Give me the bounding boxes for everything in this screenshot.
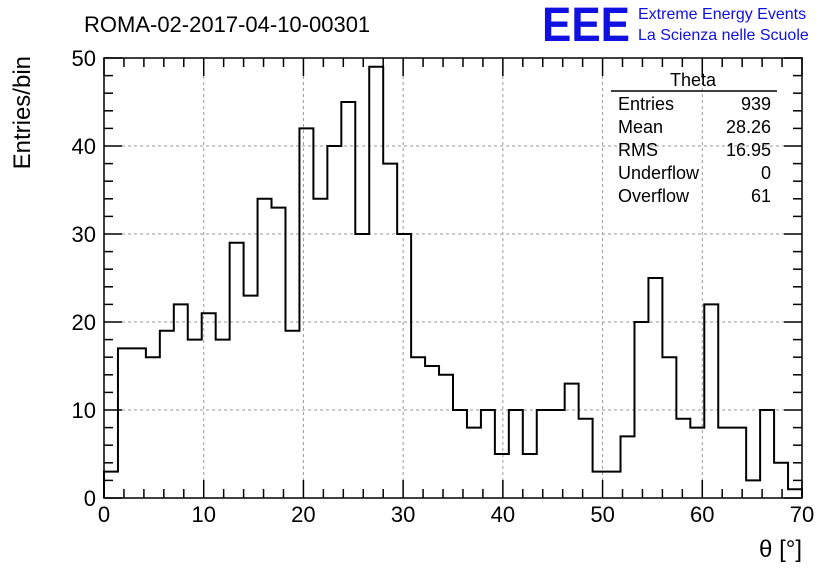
stats-value-mean: 28.26 bbox=[726, 117, 771, 137]
stats-label-rms: RMS bbox=[618, 140, 658, 160]
histogram-bin bbox=[676, 419, 690, 498]
histogram-bin bbox=[565, 384, 579, 498]
y-tick-label: 0 bbox=[84, 486, 96, 511]
histogram-bin bbox=[788, 489, 802, 498]
histogram-bin bbox=[397, 234, 411, 498]
histogram-bin bbox=[523, 454, 537, 498]
histogram-bin bbox=[718, 428, 732, 498]
histogram-bin bbox=[355, 234, 369, 498]
tick-labels: 0 10 20 30 40 50 60 70 0 10 20 30 40 50 bbox=[72, 46, 815, 527]
y-tick-label: 20 bbox=[72, 310, 96, 335]
x-tick-label: 40 bbox=[491, 502, 515, 527]
eee-logo-line2: La Scienza nelle Scuole bbox=[638, 27, 809, 44]
histogram-bin bbox=[104, 472, 118, 498]
histogram-bin bbox=[341, 102, 355, 498]
x-tick-label: 70 bbox=[790, 502, 814, 527]
chart-title: ROMA-02-2017-04-10-00301 bbox=[84, 12, 370, 37]
stats-title: Theta bbox=[670, 70, 717, 90]
stats-value-rms: 16.95 bbox=[726, 140, 771, 160]
histogram-bin bbox=[272, 208, 286, 498]
histogram-bin bbox=[467, 428, 481, 498]
histogram-bin bbox=[285, 331, 299, 498]
x-tick-label: 10 bbox=[191, 502, 215, 527]
histogram-bin bbox=[648, 278, 662, 498]
histogram-bin bbox=[425, 366, 439, 498]
histogram-bin bbox=[495, 454, 509, 498]
stats-value-underflow: 0 bbox=[761, 163, 771, 183]
histogram-bin bbox=[509, 410, 523, 498]
stats-box: Theta Entries 939 Mean 28.26 RMS 16.95 U… bbox=[611, 70, 777, 206]
histogram-bin bbox=[160, 331, 174, 498]
stats-value-entries: 939 bbox=[741, 94, 771, 114]
stats-label-mean: Mean bbox=[618, 117, 663, 137]
histogram-bin bbox=[551, 410, 565, 498]
eee-logo-line1: Extreme Energy Events bbox=[638, 6, 806, 23]
histogram-bin bbox=[732, 428, 746, 498]
histogram-bin bbox=[146, 357, 160, 498]
histogram-bin bbox=[537, 410, 551, 498]
eee-logo: EEE Extreme Energy Events La Scienza nel… bbox=[542, 0, 809, 52]
stats-value-overflow: 61 bbox=[751, 186, 771, 206]
x-tick-label: 0 bbox=[98, 502, 110, 527]
histogram-bin bbox=[774, 463, 788, 498]
x-tick-label: 50 bbox=[590, 502, 614, 527]
histogram-bin bbox=[662, 357, 676, 498]
stats-label-underflow: Underflow bbox=[618, 163, 700, 183]
histogram-bin bbox=[593, 472, 607, 498]
histogram-bin bbox=[579, 419, 593, 498]
histogram-bin bbox=[216, 340, 230, 498]
histogram-bin bbox=[299, 128, 313, 498]
histogram-bin bbox=[258, 199, 272, 498]
histogram-bin bbox=[411, 357, 425, 498]
x-tick-label: 20 bbox=[291, 502, 315, 527]
x-tick-label: 60 bbox=[690, 502, 714, 527]
plot-frame bbox=[103, 57, 803, 499]
histogram-bin bbox=[453, 410, 467, 498]
histogram-bin bbox=[244, 296, 258, 498]
grid-lines bbox=[104, 57, 802, 498]
histogram-bin bbox=[174, 304, 188, 498]
histogram-bars bbox=[103, 65, 803, 498]
y-tick-label: 10 bbox=[72, 398, 96, 423]
x-axis-title: θ [°] bbox=[759, 536, 802, 563]
eee-logo-mark: EEE bbox=[542, 0, 630, 52]
y-tick-label: 50 bbox=[72, 46, 96, 71]
histogram-bin bbox=[746, 480, 760, 498]
histogram-bin bbox=[132, 348, 146, 498]
histogram-bin bbox=[188, 340, 202, 498]
y-tick-label: 30 bbox=[72, 222, 96, 247]
histogram-bin bbox=[369, 67, 383, 498]
y-tick-label: 40 bbox=[72, 134, 96, 159]
stats-label-overflow: Overflow bbox=[618, 186, 690, 206]
x-tick-label: 30 bbox=[391, 502, 415, 527]
histogram-bin bbox=[607, 472, 621, 498]
histogram-bin bbox=[760, 410, 774, 498]
histogram-bin bbox=[439, 375, 453, 498]
histogram-bin bbox=[118, 348, 132, 498]
stats-label-entries: Entries bbox=[618, 94, 674, 114]
y-axis-title: Entries/bin bbox=[9, 56, 36, 169]
histogram-bin bbox=[230, 243, 244, 498]
histogram-bin bbox=[704, 304, 718, 498]
histogram-bin bbox=[481, 410, 495, 498]
histogram-outline bbox=[103, 65, 803, 498]
histogram-bin bbox=[621, 436, 635, 498]
axis-ticks bbox=[103, 57, 803, 499]
histogram-bin bbox=[313, 199, 327, 498]
histogram-bin bbox=[383, 164, 397, 498]
